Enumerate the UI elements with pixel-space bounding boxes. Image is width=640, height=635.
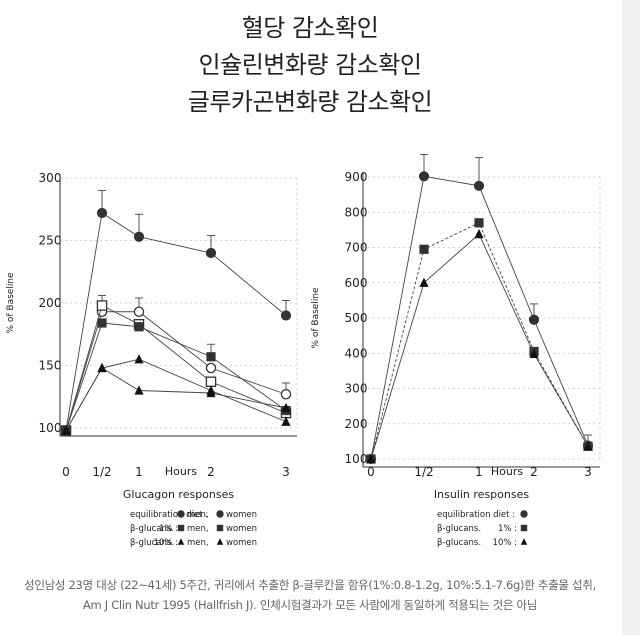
chart1-data-point <box>205 247 217 259</box>
chart1-data-point <box>281 402 291 413</box>
chart1-legend-pct: 10% : <box>154 538 178 548</box>
chart2-data-point <box>419 244 429 254</box>
chart1-data-point <box>96 207 108 219</box>
title-block: 혈당 감소확인 인슐린변화량 감소확인 글루카곤변화량 감소확인 <box>0 10 620 121</box>
chart2-x-tick-label: 0 <box>367 465 375 479</box>
chart1-data-point <box>133 306 145 317</box>
chart2-data-point <box>473 180 485 191</box>
chart1-legend-marker <box>216 538 224 545</box>
chart1-data-point <box>205 362 217 374</box>
chart2-legend-marker <box>520 524 528 532</box>
chart1-y-tick-label: 100 <box>39 421 62 435</box>
chart2-y-tick-label: 300 <box>345 382 368 396</box>
title-line-1: 혈당 감소확인 <box>241 14 379 42</box>
chart1-legend-marker <box>177 538 185 545</box>
chart1-y-tick-label: 250 <box>39 234 62 248</box>
chart2-y-tick-label: 600 <box>345 276 368 290</box>
chart2-data-point <box>366 453 376 464</box>
chart2-y-tick-label: 200 <box>345 417 368 431</box>
chart2-series-line-3 <box>370 233 589 460</box>
chart2-x-tick-label: 1 <box>475 465 483 479</box>
chart1-series-line-4 <box>65 322 287 431</box>
chart1-legend-label: β-glucans. <box>130 538 174 548</box>
chart2-y-tick-label: 900 <box>345 170 368 184</box>
chart2-legend-pct: 10% : <box>493 538 517 548</box>
chart2-legend-label: equilibration diet : <box>437 510 515 520</box>
chart2-legend-label: β-glucans. <box>437 524 481 534</box>
chart2-x-tick-label: 3 <box>584 465 592 479</box>
chart1-y-tick-label: 150 <box>39 359 62 373</box>
chart2-data-point <box>529 348 539 359</box>
chart1-y-axis-label: % of Baseline <box>6 272 16 334</box>
chart1-data-point <box>281 416 291 426</box>
chart1-data-point <box>134 322 144 332</box>
chart1-x-tick-label: 2 <box>207 465 215 479</box>
chart1-legend-text: men, <box>187 524 209 534</box>
chart1-legend-label: equilibration diet : <box>130 510 208 520</box>
title-line-3: 글루카곤변화량 감소확인 <box>187 88 433 116</box>
chart1-legend-text: women <box>226 538 257 548</box>
chart2-data-point <box>474 229 484 239</box>
chart1-data-point <box>134 354 144 364</box>
chart2-legend-pct: 1% : <box>498 524 517 534</box>
chart2-x-unit-label: Hours <box>491 465 523 478</box>
chart1-legend-marker <box>216 524 224 532</box>
chart2-legend-marker <box>520 510 528 518</box>
chart1-legend-text: women <box>226 510 257 520</box>
chart1-x-tick-label: 1/2 <box>92 465 111 479</box>
chart1-legend-marker <box>177 524 185 532</box>
chart1-legend-text: women <box>226 524 257 534</box>
right-scroll-strip <box>622 0 640 635</box>
chart1-data-point <box>205 376 217 387</box>
chart2-legend-marker <box>520 538 528 545</box>
chart2-y-tick-label: 100 <box>345 452 368 466</box>
chart1-data-point <box>61 425 71 435</box>
chart2-y-tick-label: 500 <box>345 311 368 325</box>
chart2-y-tick-label: 400 <box>345 346 368 360</box>
chart1-y-tick-label: 200 <box>39 296 62 310</box>
chart1-x-tick-label: 3 <box>282 465 290 479</box>
chart2-x-axis-label: Insulin responses <box>434 488 529 501</box>
chart1-legend-pct: 1% : <box>159 524 178 534</box>
chart1-data-point <box>97 362 107 373</box>
chart1-legend-marker <box>177 510 185 518</box>
chart1-legend-label: β-glucans. <box>130 524 174 534</box>
chart1-legend-text: men, <box>187 538 209 548</box>
chart1-x-tick-label: 0 <box>62 465 70 479</box>
title-line-2: 인슐린변화량 감소확인 <box>198 51 422 79</box>
chart1-data-point <box>280 388 292 400</box>
chart1-x-unit-label: Hours <box>165 465 197 478</box>
chart1-data-point <box>206 352 216 362</box>
chart2-data-point <box>528 314 540 325</box>
chart2-data-point <box>474 218 484 228</box>
chart1-data-point <box>97 318 107 328</box>
footnote-line-1: 성인남성 23명 대상 (22~41세) 5주간, 귀리에서 추출한 β-글루칸… <box>24 578 596 592</box>
chart1-y-tick-label: 300 <box>39 171 62 185</box>
chart1-x-tick-label: 1 <box>135 465 143 479</box>
chart1-data-point <box>134 385 144 395</box>
chart2-data-point <box>418 171 430 182</box>
chart2-data-point <box>583 441 593 451</box>
chart2-x-tick-label: 2 <box>530 465 538 479</box>
chart1-data-point <box>280 310 292 321</box>
chart2-y-axis-label: % of Baseline <box>311 287 321 349</box>
footnote-line-2: Am J Clin Nutr 1995 (Hallfrish J). 인체시험결… <box>82 598 538 612</box>
chart1-x-axis-label: Glucagon responses <box>123 488 234 501</box>
chart1-legend-text: men, <box>187 510 209 520</box>
chart2-legend-label: β-glucans. <box>437 538 481 548</box>
chart1-data-point <box>96 300 108 311</box>
chart2-y-tick-label: 700 <box>345 241 368 255</box>
chart2-y-tick-label: 800 <box>345 205 368 219</box>
chart2-x-tick-label: 1/2 <box>414 465 433 479</box>
chart1-legend-marker <box>216 510 224 518</box>
chart1-data-point <box>133 231 145 242</box>
chart1-data-point <box>206 385 216 395</box>
chart2-data-point <box>419 277 429 287</box>
